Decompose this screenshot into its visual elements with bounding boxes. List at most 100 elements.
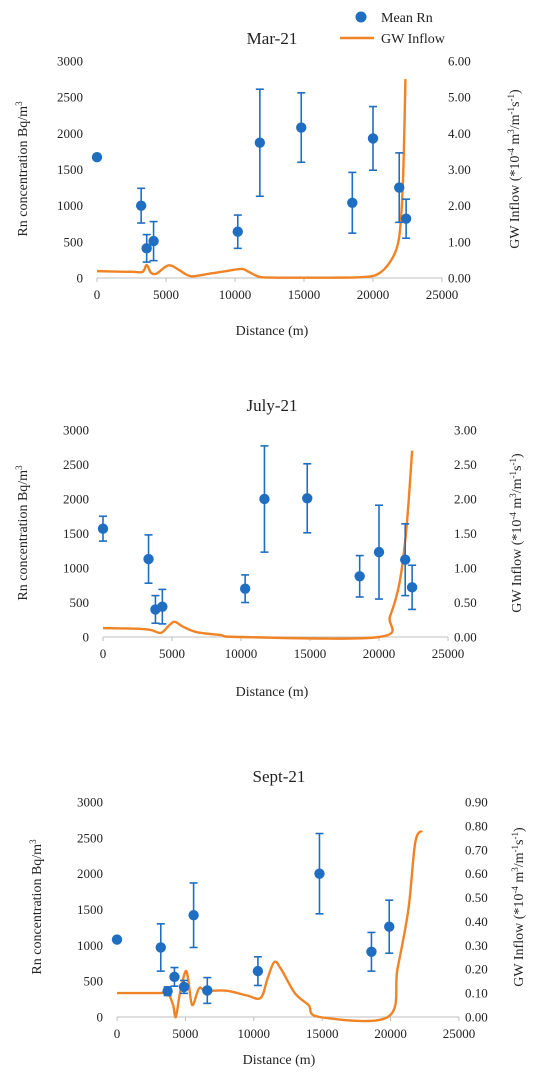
y2-tick-label: 0.90	[465, 795, 488, 810]
y2-tick-label: 2.50	[454, 457, 477, 472]
y2-tick-label: 0.40	[465, 914, 488, 929]
chart-title: Mar-21	[247, 29, 298, 48]
mean-rn-point	[157, 601, 168, 612]
y2-tick-label: 0.00	[465, 1010, 488, 1025]
mean-rn-point	[254, 137, 266, 148]
y2-tick-label: 6.00	[448, 54, 471, 69]
y-axis-label: Rn concentration Bq/m3	[14, 101, 31, 237]
y-tick-label: 1000	[77, 938, 103, 953]
x-axis-label: Distance (m)	[236, 324, 309, 339]
y-tick-label: 0	[97, 1010, 104, 1025]
mean-rn-point	[400, 554, 411, 565]
y2-tick-label: 0.00	[454, 630, 477, 645]
x-tick-label: 5000	[153, 287, 179, 302]
y-tick-label: 2500	[63, 457, 89, 472]
mean-rn-point	[148, 235, 159, 247]
y-tick-label: 3000	[63, 423, 89, 438]
y-tick-label: 2500	[77, 830, 103, 845]
gw-inflow-line	[102, 450, 414, 640]
y-tick-label: 2000	[63, 492, 89, 507]
x-tick-label: 10000	[225, 646, 258, 661]
y-tick-label: 1000	[63, 561, 89, 576]
mean-rn-point	[373, 546, 385, 558]
x-tick-label: 5000	[159, 646, 185, 661]
y2-tick-label: 5.00	[448, 90, 471, 105]
x-tick-label: 20000	[357, 287, 390, 302]
y-tick-label: 0	[83, 630, 90, 645]
y-tick-label: 2000	[57, 126, 83, 141]
x-tick-label: 25000	[443, 1026, 476, 1041]
mean-rn-point	[91, 152, 103, 163]
y2-tick-label: 0.50	[465, 890, 488, 905]
y2-axis-label: GW Inflow (*10-4 m3/m-1s-1)	[508, 453, 525, 613]
x-tick-label: 10000	[219, 287, 252, 302]
y-tick-label: 500	[84, 974, 104, 989]
mean-rn-point	[97, 523, 109, 534]
y-tick-label: 3000	[77, 795, 103, 810]
mean-rn-point	[367, 133, 379, 144]
y2-tick-label: 1.50	[454, 526, 477, 541]
mean-rn-point	[394, 182, 405, 193]
mean-rn-point	[347, 197, 358, 208]
y2-tick-label: 1.00	[448, 234, 471, 249]
chart-title: July-21	[247, 396, 298, 415]
gw-inflow-line	[96, 79, 407, 279]
y-tick-label: 1000	[57, 198, 83, 213]
y-axis-label: Rn concentration Bq/m3	[14, 465, 31, 601]
chart-panel-sept-21: Sept-21 0 5000 10000 15000 20000 25000 0 500 100…	[28, 767, 527, 1068]
mean-rn-point	[384, 921, 395, 932]
mean-rn-point	[178, 981, 190, 993]
mean-rn-point	[259, 493, 270, 505]
legend-marker-mean-rn	[355, 11, 367, 23]
mean-rn-point	[162, 986, 173, 997]
mean-rn-point	[366, 946, 377, 957]
mean-rn-point	[354, 571, 365, 582]
legend-label-mean-rn: Mean Rn	[381, 11, 433, 26]
mean-rn-point	[111, 934, 123, 945]
x-tick-label: 15000	[306, 1026, 339, 1041]
chart-panel-mar-21: Mar-21 0 5000 10000 15000 20000 25000 0 500 1000…	[14, 29, 523, 339]
x-tick-label: 15000	[294, 646, 327, 661]
y2-tick-label: 2.00	[448, 198, 471, 213]
x-tick-label: 0	[114, 1026, 121, 1041]
y2-tick-label: 0.80	[465, 818, 488, 833]
mean-rn-point	[296, 122, 307, 133]
y-tick-label: 1500	[63, 526, 89, 541]
mean-rn-point	[155, 942, 166, 953]
x-tick-label: 20000	[363, 646, 396, 661]
y-tick-label: 500	[64, 234, 84, 249]
y-tick-label: 2500	[57, 90, 83, 105]
mean-rn-point	[141, 243, 152, 254]
mean-rn-point	[169, 971, 180, 983]
x-tick-label: 0	[100, 646, 107, 661]
chart-panel-july-21: July-21 0 5000 10000 15000 20000 25000 0 500 100…	[14, 396, 525, 700]
y-axis-label: Rn concentration Bq/m3	[28, 839, 45, 975]
mean-rn-point	[406, 582, 418, 593]
chart-title: Sept-21	[253, 767, 306, 786]
y2-axis-label: GW Inflow (*10-4 m3/m-1s-1)	[506, 89, 523, 249]
legend: Mean Rn GW Inflow	[340, 11, 446, 47]
y-tick-label: 3000	[57, 54, 83, 69]
x-tick-label: 5000	[172, 1026, 198, 1041]
x-tick-label: 0	[94, 287, 101, 302]
x-tick-label: 15000	[288, 287, 321, 302]
mean-rn-point	[135, 200, 147, 211]
x-tick-label: 25000	[426, 287, 459, 302]
y2-tick-label: 0.00	[448, 271, 471, 286]
x-tick-label: 25000	[432, 646, 465, 661]
y2-tick-label: 0.70	[465, 842, 488, 857]
y2-tick-label: 3.00	[448, 162, 471, 177]
y2-tick-label: 0.10	[465, 986, 488, 1001]
legend-label-gw-inflow: GW Inflow	[381, 32, 446, 47]
y2-tick-label: 2.00	[454, 492, 477, 507]
y2-tick-label: 0.20	[465, 962, 488, 977]
plot-area: 0 5000 10000 15000 20000 25000 0 500 1000 1500 200…	[63, 423, 477, 662]
y2-tick-label: 4.00	[448, 126, 471, 141]
mean-rn-point	[239, 583, 251, 594]
plot-area: 0 5000 10000 15000 20000 25000 0 500 1000 1500 200…	[57, 54, 471, 303]
mean-rn-point	[143, 553, 154, 565]
x-tick-label: 10000	[238, 1026, 271, 1041]
y-tick-label: 2000	[77, 866, 103, 881]
y2-tick-label: 0.60	[465, 866, 488, 881]
